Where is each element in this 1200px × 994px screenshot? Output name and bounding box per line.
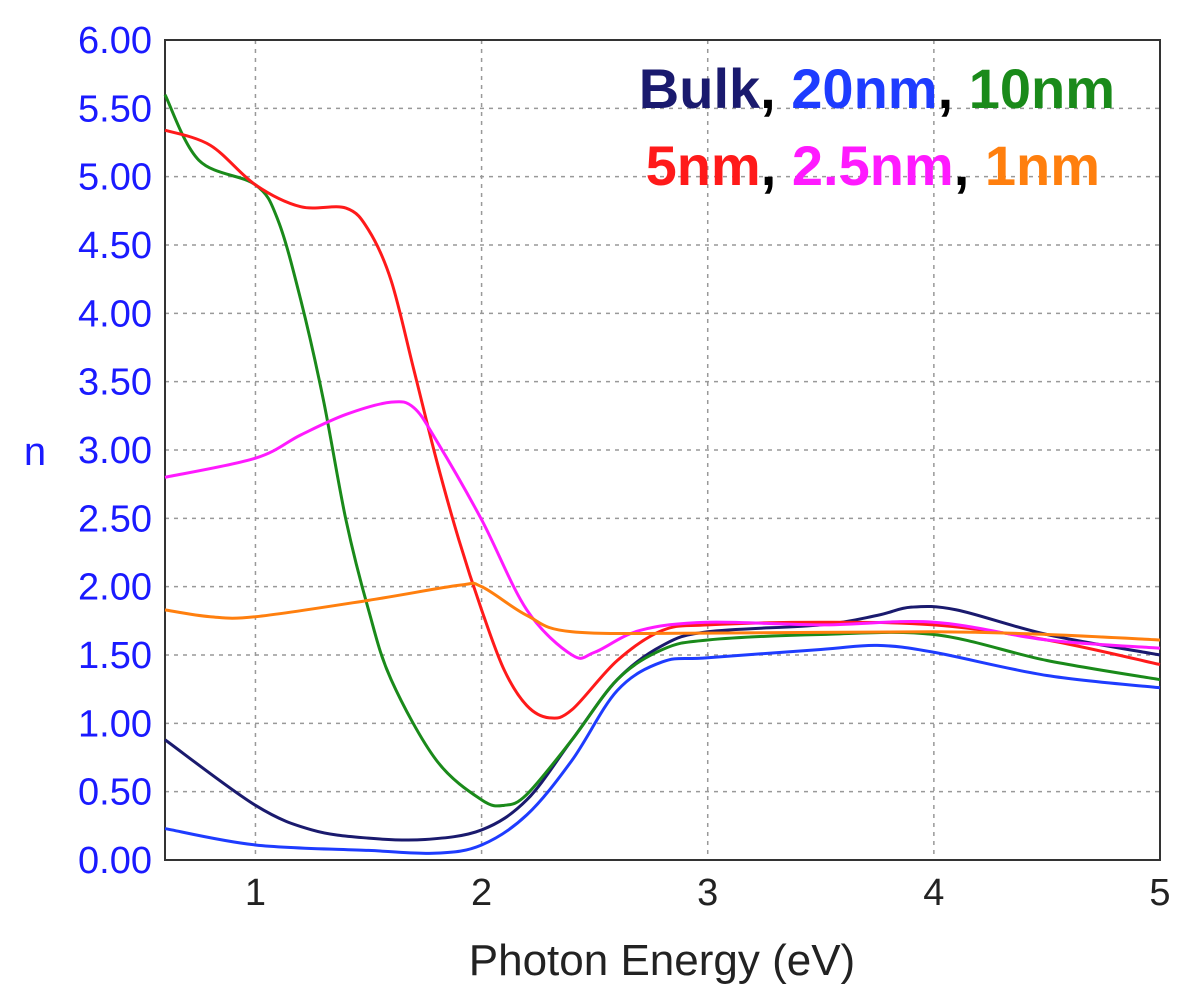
series-line-2.5nm (164, 400, 1161, 660)
legend-2.5nm: 2.5nm (792, 134, 954, 197)
y-tick-label: 4.50 (78, 225, 152, 267)
series-line-1nm (164, 581, 1161, 642)
x-axis-label: Photon Energy (eV) (469, 936, 855, 985)
legend-20nm: 20nm (791, 57, 937, 120)
legend-1nm: 1nm (985, 134, 1100, 197)
y-tick-label: 1.50 (78, 635, 152, 677)
y-tick-label: 2.50 (78, 498, 152, 540)
legend-sep: , (761, 134, 792, 197)
legend-sep: , (938, 57, 969, 120)
y-tick-label: 1.00 (78, 703, 152, 745)
y-tick-label: 5.50 (78, 88, 152, 130)
y-tick-label: 2.00 (78, 567, 152, 609)
legend-row-2: 5nm, 2.5nm, 1nm (646, 134, 1100, 197)
grid (165, 40, 1160, 860)
y-axis-label: n (24, 430, 46, 474)
series-line-5nm (164, 128, 1161, 720)
legend-sep: , (760, 57, 791, 120)
x-tick-label: 3 (697, 872, 718, 914)
series-line-10nm (163, 93, 1161, 808)
legend-bulk: Bulk (639, 57, 761, 120)
legend-row-1: Bulk, 20nm, 10nm (639, 57, 1115, 120)
legend-sep: , (954, 134, 985, 197)
x-tick-label: 1 (245, 872, 266, 914)
y-tick-label: 3.00 (78, 430, 152, 472)
plot-frame (164, 39, 1161, 861)
y-tick-label: 5.00 (78, 157, 152, 199)
y-tick-label: 0.00 (78, 840, 152, 882)
y-tick-label: 6.00 (78, 20, 152, 62)
y-tick-labels: 0.00 0.50 1.00 1.50 2.00 2.50 3.00 3.50 4.00 4.50… (78, 20, 152, 882)
x-tick-label: 2 (471, 872, 492, 914)
x-tick-labels: 1 2 3 4 5 (245, 872, 1171, 914)
series-lines (163, 93, 1161, 855)
y-tick-label: 3.50 (78, 362, 152, 404)
legend-5nm: 5nm (646, 134, 761, 197)
x-tick-label: 4 (923, 872, 944, 914)
x-tick-label: 5 (1149, 872, 1170, 914)
y-tick-label: 0.50 (78, 772, 152, 814)
series-line-20nm (164, 643, 1161, 855)
y-tick-label: 4.00 (78, 293, 152, 335)
legend-10nm: 10nm (969, 57, 1115, 120)
